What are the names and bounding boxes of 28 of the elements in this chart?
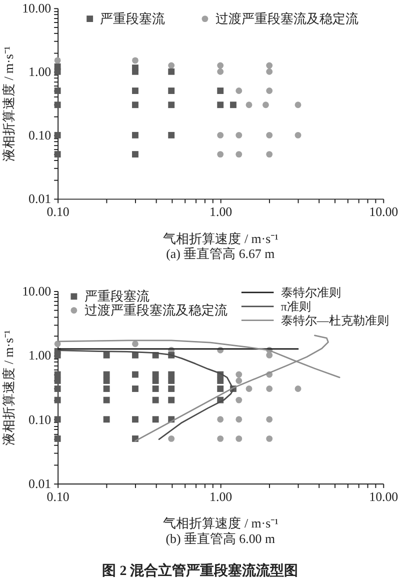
y-tick-label: 1.00 xyxy=(28,65,52,80)
x-tick-label: 0.10 xyxy=(46,205,70,220)
x-tick-label: 10.00 xyxy=(369,490,398,504)
x-tick-label: 10.00 xyxy=(369,205,398,220)
x-tick-label: 1.00 xyxy=(210,205,232,220)
x-axis-title: 气相折算速度 / m·s⁻¹ xyxy=(163,230,279,246)
x-tick-label: 0.10 xyxy=(46,490,70,504)
text: (a) 垂直管高 6.67 m xyxy=(166,246,275,262)
y-tick-label: 0.01 xyxy=(28,477,52,492)
y-tick-label: 1.00 xyxy=(28,348,52,363)
y-tick-label: 0.01 xyxy=(28,192,52,206)
y-tick-label: 10.00 xyxy=(22,2,52,16)
legend-label: 泰特尔—杜克勒准则 xyxy=(280,313,389,328)
legend-label: 泰特尔准则 xyxy=(280,285,341,300)
y-tick-label: 10.00 xyxy=(22,284,52,298)
legend-label: 严重段塞流 xyxy=(100,10,166,26)
legend-label: π准则 xyxy=(280,299,311,314)
caption: 图 2 混合立管严重段塞流流型图 xyxy=(102,562,298,579)
legend-label: 过渡严重段塞流及稳定流 xyxy=(84,302,228,318)
y-axis-title: 液相折算速度 / m·s⁻¹ xyxy=(1,46,16,162)
x-axis-title: 气相折算速度 / m·s⁻¹ xyxy=(163,516,279,531)
legend-label: 过渡严重段塞流及稳定流 xyxy=(215,10,358,26)
x-tick-label: 1.00 xyxy=(210,490,232,504)
text: (b) 垂直管高 6.00 m xyxy=(166,531,275,546)
legend-label: 严重段塞流 xyxy=(84,288,150,304)
y-tick-label: 0.10 xyxy=(28,412,52,427)
y-tick-label: 0.10 xyxy=(28,128,52,143)
y-axis-title: 液相折算速度 / m·s⁻¹ xyxy=(1,330,16,446)
